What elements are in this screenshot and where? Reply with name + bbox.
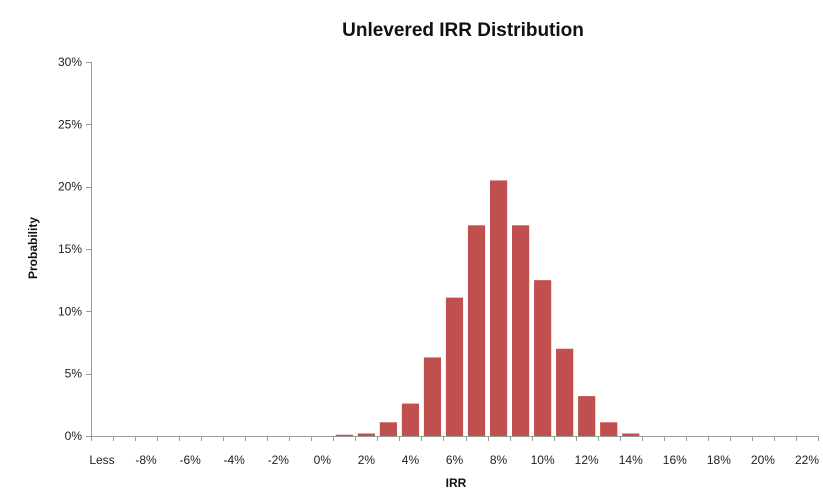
y-tick-label: 30% — [58, 55, 82, 69]
x-tick-label: 22% — [795, 453, 819, 467]
x-axis-title: IRR — [446, 476, 467, 490]
x-tick-label: 12% — [575, 453, 599, 467]
bar-5% — [423, 357, 442, 436]
x-tick-label: 0% — [314, 453, 332, 467]
x-tick-label: -6% — [179, 453, 201, 467]
y-tick-label: 5% — [65, 367, 83, 381]
x-tick-label: -8% — [135, 453, 157, 467]
x-tick-label: 4% — [402, 453, 420, 467]
bar-6% — [445, 297, 464, 436]
y-tick-label: 20% — [58, 180, 82, 194]
bar-7% — [467, 225, 486, 436]
bar-13% — [600, 422, 618, 436]
x-tick-label: 6% — [446, 453, 464, 467]
bars — [335, 180, 640, 436]
chart-title: Unlevered IRR Distribution — [342, 20, 584, 41]
y-tick-label: 10% — [58, 304, 82, 318]
bar-4% — [401, 403, 420, 436]
x-tick-label: 8% — [490, 453, 508, 467]
y-tick-label: 0% — [65, 429, 83, 443]
bar-11% — [556, 348, 574, 436]
bar-10% — [534, 280, 552, 436]
bar-12% — [578, 396, 596, 436]
bar-14% — [622, 433, 640, 436]
x-tick-label: 10% — [531, 453, 555, 467]
x-tick-label: -2% — [268, 453, 290, 467]
y-axis-title: Probability — [26, 217, 40, 279]
x-tick-label: Less — [89, 453, 114, 467]
bar-8% — [489, 180, 508, 436]
bar-3% — [379, 422, 398, 436]
y-tick-label: 25% — [58, 117, 82, 131]
bar-2% — [357, 433, 375, 436]
bar-1% — [335, 434, 353, 436]
bar-9% — [511, 225, 530, 436]
y-axis: 0% 5% 10% 15% 20% 25% 30% — [58, 55, 91, 443]
x-tick-label: -4% — [224, 453, 246, 467]
x-axis: Less -8% -6% -4% -2% 0% 2% 4% 6% 8% 10% 12% 14% 16% 18… — [89, 436, 819, 467]
x-tick-label: 2% — [358, 453, 376, 467]
x-tick-label: 18% — [707, 453, 731, 467]
x-tick-label: 16% — [663, 453, 687, 467]
x-tick-label: 20% — [751, 453, 775, 467]
x-tick-label: 14% — [619, 453, 643, 467]
y-tick-label: 15% — [58, 242, 82, 256]
